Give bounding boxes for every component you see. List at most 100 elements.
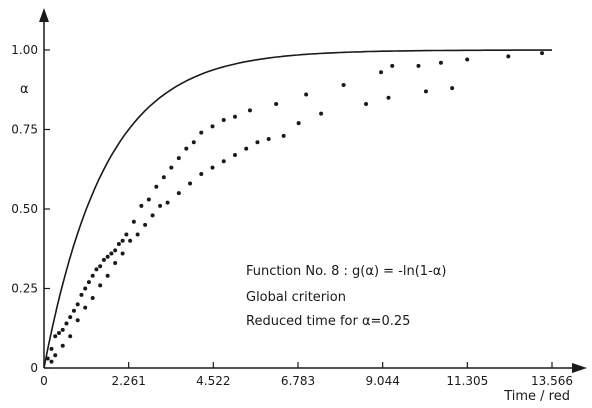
y-tick-label: 1.00: [11, 43, 38, 57]
annotation-criterion: Global criterion: [246, 290, 346, 305]
y-tick-label: 0.25: [11, 282, 38, 296]
data-point: [60, 327, 65, 332]
data-point: [221, 117, 226, 122]
data-point: [86, 280, 91, 285]
data-point: [139, 203, 144, 208]
data-point: [221, 159, 226, 164]
data-point: [506, 54, 511, 59]
data-point: [45, 356, 50, 361]
data-point: [150, 213, 155, 218]
data-point: [94, 267, 99, 272]
data-point: [210, 165, 215, 170]
x-tick-label: 6.783: [281, 374, 315, 388]
data-point: [158, 203, 163, 208]
data-point: [116, 241, 121, 246]
data-point: [113, 261, 118, 266]
data-point: [128, 238, 133, 243]
data-point: [199, 130, 204, 135]
data-point: [304, 92, 309, 97]
x-tick-label: 0: [40, 374, 48, 388]
data-point: [386, 95, 391, 100]
data-point: [184, 146, 189, 151]
data-point: [161, 175, 166, 180]
data-point: [53, 334, 58, 339]
data-point: [83, 305, 88, 310]
y-tick-label: 0.50: [11, 202, 38, 216]
data-point: [60, 343, 65, 348]
data-point: [135, 232, 140, 237]
data-point: [113, 248, 118, 253]
data-point: [465, 57, 470, 62]
x-axis-arrow: [572, 363, 587, 373]
y-axis-arrow: [39, 8, 49, 22]
data-point: [188, 181, 193, 186]
data-point: [191, 140, 196, 145]
x-tick-label: 4.522: [196, 374, 230, 388]
data-point: [56, 331, 61, 336]
data-point: [131, 219, 136, 224]
data-point: [75, 302, 80, 307]
y-axis-ticks: 0 0.25 0.50 0.75 1.00: [11, 43, 50, 375]
data-point: [176, 191, 181, 196]
data-point: [105, 273, 110, 278]
x-tick-label: 9.044: [365, 374, 399, 388]
data-point: [244, 146, 249, 151]
x-tick-label: 11.305: [446, 374, 488, 388]
data-point: [281, 133, 286, 138]
data-point: [143, 222, 148, 227]
data-point: [53, 353, 58, 358]
data-point: [49, 359, 54, 364]
y-axis-title: α: [20, 82, 29, 97]
data-point: [90, 273, 95, 278]
data-point: [379, 70, 384, 75]
data-point: [124, 232, 129, 237]
x-tick-label: 13.566: [531, 374, 573, 388]
data-point: [232, 152, 237, 157]
data-point: [68, 334, 73, 339]
data-point: [341, 82, 346, 87]
data-point: [64, 321, 69, 326]
y-tick-label: 0.75: [11, 123, 38, 137]
data-point: [247, 108, 252, 113]
data-point: [101, 257, 106, 262]
data-point: [120, 238, 125, 243]
data-point: [390, 63, 395, 68]
data-point: [450, 86, 455, 91]
data-point: [90, 296, 95, 301]
data-point: [79, 292, 84, 297]
data-point: [274, 102, 279, 107]
data-point: [210, 124, 215, 129]
data-point: [154, 184, 159, 189]
data-point: [540, 51, 545, 56]
annotation-reduced-time: Reduced time for α=0.25: [246, 314, 410, 329]
data-point: [296, 121, 301, 126]
fitted-curve-line: [43, 49, 552, 369]
data-point: [169, 165, 174, 170]
y-tick-label: 0: [30, 361, 38, 375]
data-point: [364, 102, 369, 107]
data-point: [68, 315, 73, 320]
data-point: [146, 197, 151, 202]
data-point: [105, 254, 110, 259]
data-point: [83, 286, 88, 291]
data-point: [71, 308, 76, 313]
data-point: [319, 111, 324, 116]
series-layer: [43, 49, 552, 369]
data-point: [176, 156, 181, 161]
data-point: [98, 264, 103, 269]
data-point: [416, 63, 421, 68]
data-point: [109, 251, 114, 256]
data-point: [49, 346, 54, 351]
data-point: [199, 172, 204, 177]
annotation-function: Function No. 8 : g(α) = -ln(1-α): [246, 264, 446, 279]
data-point: [438, 60, 443, 65]
x-axis-title: Time / red: [503, 389, 570, 404]
data-point: [232, 114, 237, 119]
data-point: [75, 318, 80, 323]
x-tick-label: 2.261: [111, 374, 145, 388]
data-point: [266, 137, 271, 142]
data-point: [423, 89, 428, 94]
data-point: [165, 200, 170, 205]
x-axis-ticks: 0 2.261 4.522 6.783 9.044 11.305 13.566: [40, 362, 573, 388]
